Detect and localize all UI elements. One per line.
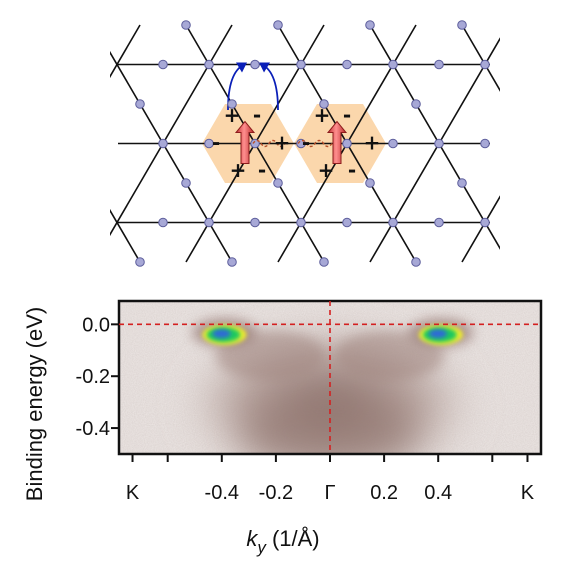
lattice-site: [411, 99, 421, 109]
orbital-sign: +: [318, 158, 335, 182]
lattice-site: [319, 99, 329, 109]
lattice-site: [411, 257, 421, 267]
lattice-site: [388, 217, 398, 228]
hop-arrowhead: [259, 62, 270, 73]
lattice-site: [250, 217, 260, 228]
diagonal-bond: [0, 25, 48, 262]
x-tick-label: K: [126, 482, 140, 504]
orbital-sign: +: [314, 103, 331, 127]
y-axis-ticks: 0.0 -0.2 -0.4: [76, 314, 119, 440]
lattice-site: [273, 178, 283, 188]
band-arm: [334, 330, 445, 381]
orbital-sign: -: [348, 158, 356, 182]
hot-spot: [192, 318, 257, 347]
x-axis-unit: (1/Å): [266, 526, 320, 551]
y-tick-label: 0.0: [82, 314, 110, 336]
lattice-sites: [135, 20, 490, 267]
x-axis-ticks: K -0.4 -0.2 Γ 0.2 0.4 K: [126, 454, 535, 504]
diagonal-bond: [554, 25, 572, 262]
x-axis-label: ky (1/Å): [246, 526, 319, 557]
lattice-site: [457, 20, 467, 30]
lattice-site: [342, 217, 352, 228]
lattice-site: [250, 59, 260, 70]
orbital-sign: -: [253, 103, 261, 127]
lattice-site: [480, 217, 490, 228]
orbital-sign: +: [274, 131, 291, 155]
lattice-site: [457, 178, 467, 188]
intensity-map: [190, 318, 473, 454]
y-tick-label: -0.4: [76, 418, 110, 440]
lattice-site: [158, 217, 168, 228]
x-axis-symbol: k: [246, 526, 258, 551]
hot-spot: [408, 318, 473, 347]
orbital-sign: -: [258, 158, 266, 182]
orbital-sign: -: [212, 131, 220, 155]
lattice-site: [434, 59, 444, 70]
arpes-spectrum: K -0.4 -0.2 Γ 0.2 0.4 K 0.0 -0.2 -0.4 Binding en…: [22, 299, 543, 557]
spin-arrow: [326, 120, 348, 164]
reference-lines: [119, 301, 541, 454]
orbital-sign: +: [364, 131, 381, 155]
lattice-site: [365, 178, 375, 188]
lattice-site: [250, 138, 260, 149]
x-tick-label: -0.2: [259, 482, 293, 504]
lattice-site: [204, 59, 214, 70]
orbital-sign: +: [230, 158, 247, 182]
lattice-site: [388, 59, 398, 70]
orbital-signs: + -- ++ -+ -- ++ -: [212, 103, 381, 182]
hop-arrowhead: [236, 62, 247, 73]
lattice-site: [480, 59, 490, 70]
band-intensity-core: [240, 393, 420, 454]
lattice-site: [135, 257, 145, 267]
lattice-site: [273, 20, 283, 30]
wavy-coupling-lines: [252, 139, 333, 148]
lattice-site: [227, 99, 237, 109]
kagome-lattice: + -- ++ -+ -- ++ -: [0, 20, 572, 267]
y-tick-label: -0.2: [76, 366, 110, 388]
lattice-site: [204, 217, 214, 228]
wavy-coupling: [297, 139, 333, 148]
spin-arrows: [234, 120, 348, 164]
lattice-site: [434, 217, 444, 228]
lattice-site: [227, 257, 237, 267]
lattice-site: [388, 138, 398, 149]
x-tick-label: Γ: [324, 482, 335, 504]
lattice-site: [319, 257, 329, 267]
x-tick-label: K: [521, 482, 535, 504]
lattice-site: [181, 178, 191, 188]
lattice-site: [365, 20, 375, 30]
y-axis-label: Binding energy (eV): [22, 307, 47, 501]
x-tick-label: -0.4: [205, 482, 239, 504]
orbital-sign: -: [343, 103, 351, 127]
orbital-sign: +: [224, 103, 241, 127]
lattice-site: [296, 217, 306, 228]
wavy-coupling: [252, 139, 286, 148]
x-axis-subscript: y: [256, 538, 267, 557]
orbital-sign: -: [302, 131, 310, 155]
lattice-site: [434, 138, 444, 149]
lattice-site: [296, 59, 306, 70]
lattice-site: [135, 99, 145, 109]
diagonal-bond: [554, 25, 572, 262]
lattice-site: [204, 138, 214, 149]
spin-arrow: [234, 120, 256, 164]
lattice-site: [181, 20, 191, 30]
x-tick-label: 0.2: [370, 482, 398, 504]
lattice-site: [342, 138, 352, 149]
x-tick-label: 0.4: [424, 482, 452, 504]
lattice-site: [342, 59, 352, 70]
lattice-site: [480, 138, 490, 149]
lattice-site: [158, 59, 168, 70]
lattice-site: [158, 138, 168, 149]
diagonal-bond: [0, 25, 48, 262]
